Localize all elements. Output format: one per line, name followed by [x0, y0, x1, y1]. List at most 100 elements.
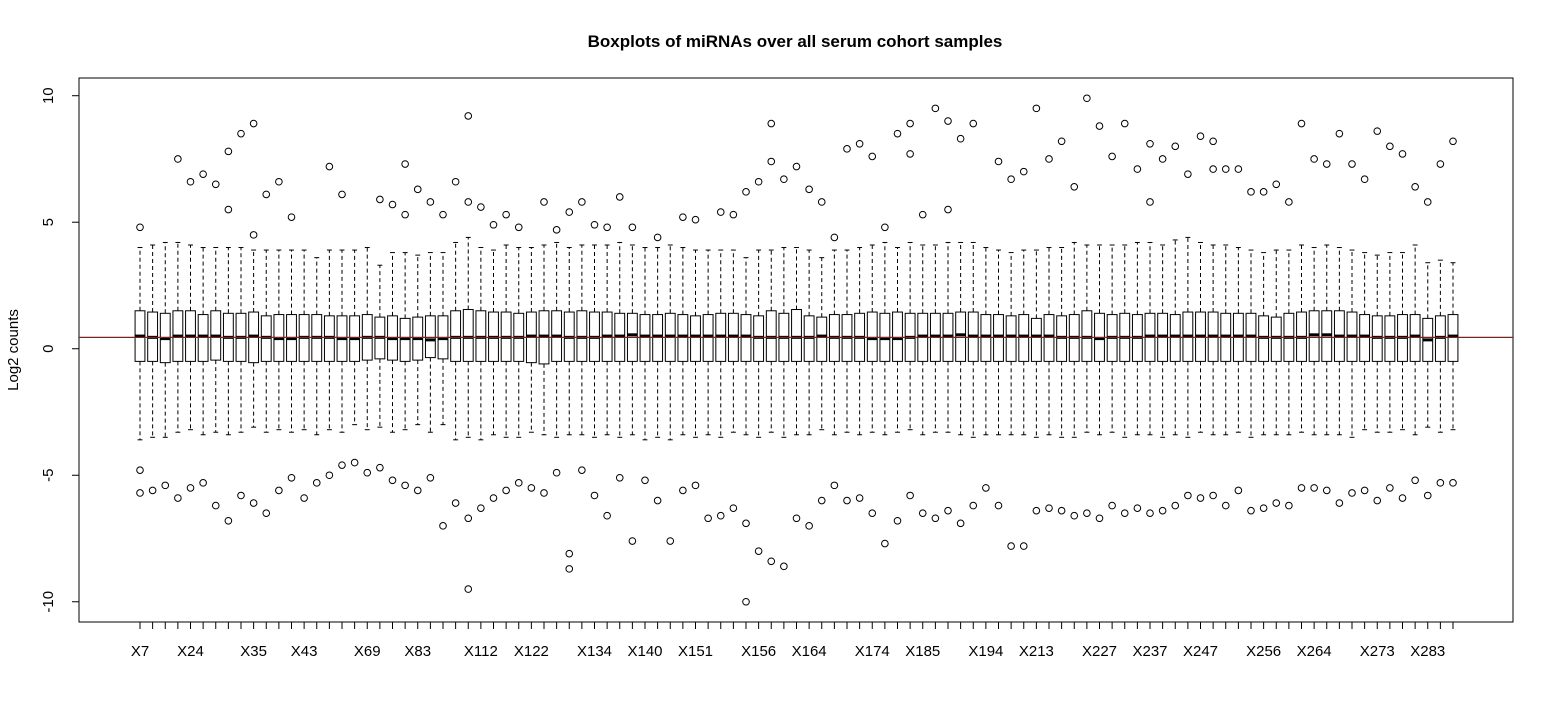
outlier-point-low: [439, 522, 447, 530]
outlier-point-high: [464, 112, 473, 120]
outlier-point-low: [716, 511, 725, 520]
outlier-point-low: [1322, 486, 1331, 495]
outlier-point-high: [994, 157, 1003, 166]
outlier-point-low: [237, 491, 245, 500]
outlier-point-low: [350, 458, 359, 467]
box-sample: [929, 244, 941, 433]
outlier-point-low: [186, 484, 195, 492]
outlier-point-low: [792, 514, 801, 523]
box-sample: [1308, 247, 1320, 436]
outlier-point-low: [1146, 509, 1154, 518]
box-sample: [298, 249, 310, 431]
outlier-point-high: [603, 223, 611, 232]
outlier-point-high: [211, 180, 220, 189]
outlier-point-high: [275, 177, 283, 186]
box: [1043, 314, 1055, 362]
outlier-point-low: [1386, 484, 1394, 492]
box-sample: [1131, 241, 1143, 436]
box-sample: [513, 247, 525, 438]
y-tick-label: 0: [40, 345, 57, 353]
box-sample: [980, 247, 992, 436]
outlier-point-low: [1335, 499, 1344, 507]
outlier-point-high: [918, 210, 927, 219]
box-sample: [854, 247, 866, 436]
outlier-point-low: [780, 562, 788, 571]
outlier-point-low: [275, 486, 283, 495]
outlier-point-high: [1297, 119, 1306, 128]
outlier-point-high: [1411, 183, 1419, 191]
outlier-point-low: [843, 496, 851, 505]
outlier-point-high: [224, 147, 233, 156]
outlier-point-low: [1234, 486, 1243, 495]
outlier-point-high: [1209, 137, 1217, 146]
outlier-point-low: [931, 514, 940, 523]
box: [652, 314, 664, 362]
box-sample: [841, 249, 853, 433]
box-sample: [1283, 249, 1295, 436]
box-sample: [1043, 247, 1055, 436]
outlier-point-low: [754, 547, 763, 555]
box-sample: [424, 252, 436, 433]
outlier-point-high: [767, 157, 776, 166]
outlier-point-low: [1184, 491, 1192, 500]
outlier-point-high: [1209, 165, 1217, 173]
box-sample: [892, 247, 903, 433]
box: [1030, 317, 1042, 362]
outlier-point-high: [881, 223, 889, 232]
box-sample: [374, 264, 386, 428]
box-sample: [589, 244, 600, 438]
outlier-point-low: [1285, 501, 1293, 510]
box-sample: [955, 241, 967, 436]
box-sample: [1056, 247, 1068, 438]
box-sample: [1030, 249, 1042, 438]
outlier-point-high: [439, 210, 447, 219]
outlier-point-low: [603, 511, 611, 520]
outlier-point-low: [325, 471, 334, 480]
outlier-point-low: [1045, 504, 1053, 512]
y-tick-label: -5: [40, 469, 57, 482]
box-sample: [715, 249, 727, 438]
box-sample: [336, 249, 348, 433]
outlier-point-low: [1247, 506, 1255, 515]
outlier-point-low: [527, 484, 536, 492]
outlier-point-high: [906, 119, 914, 128]
x-tick-label: X185: [905, 643, 940, 660]
outlier-point-high: [1146, 139, 1154, 148]
box-sample: [1106, 244, 1118, 433]
outlier-point-low: [199, 479, 207, 487]
outlier-point-low: [1007, 542, 1015, 550]
box-sample: [702, 249, 714, 436]
x-tick-label: X164: [792, 643, 827, 660]
outlier-point-high: [376, 195, 384, 204]
box-sample: [601, 244, 613, 436]
outlier-point-low: [300, 494, 308, 502]
outlier-point-high: [1032, 104, 1041, 113]
box-sample: [576, 244, 588, 436]
box-sample: [1207, 244, 1219, 436]
outlier-point-low: [565, 549, 574, 558]
box-sample: [690, 249, 701, 438]
box-sample: [753, 249, 765, 438]
outlier-point-high: [780, 175, 788, 184]
outlier-point-low: [1310, 484, 1318, 492]
outlier-point-low: [628, 537, 637, 545]
box: [955, 311, 967, 362]
x-tick-label: X227: [1082, 643, 1117, 660]
outlier-point-high: [855, 139, 864, 148]
chart-title: Boxplots of miRNAs over all serum cohort…: [588, 32, 1003, 51]
outlier-point-low: [174, 494, 182, 502]
box-sample: [222, 247, 234, 436]
box: [197, 314, 209, 362]
box: [1169, 314, 1181, 362]
x-tick-label: X122: [514, 643, 549, 660]
outlier-point-high: [1158, 155, 1167, 163]
outlier-point-high: [1423, 198, 1432, 206]
box: [892, 311, 903, 362]
box-sample: [361, 247, 373, 431]
outlier-point-high: [742, 188, 750, 196]
outlier-point-high: [1272, 180, 1281, 189]
outlier-point-high: [514, 223, 523, 232]
x-tick-label: X156: [741, 643, 776, 660]
outlier-point-low: [565, 565, 574, 573]
